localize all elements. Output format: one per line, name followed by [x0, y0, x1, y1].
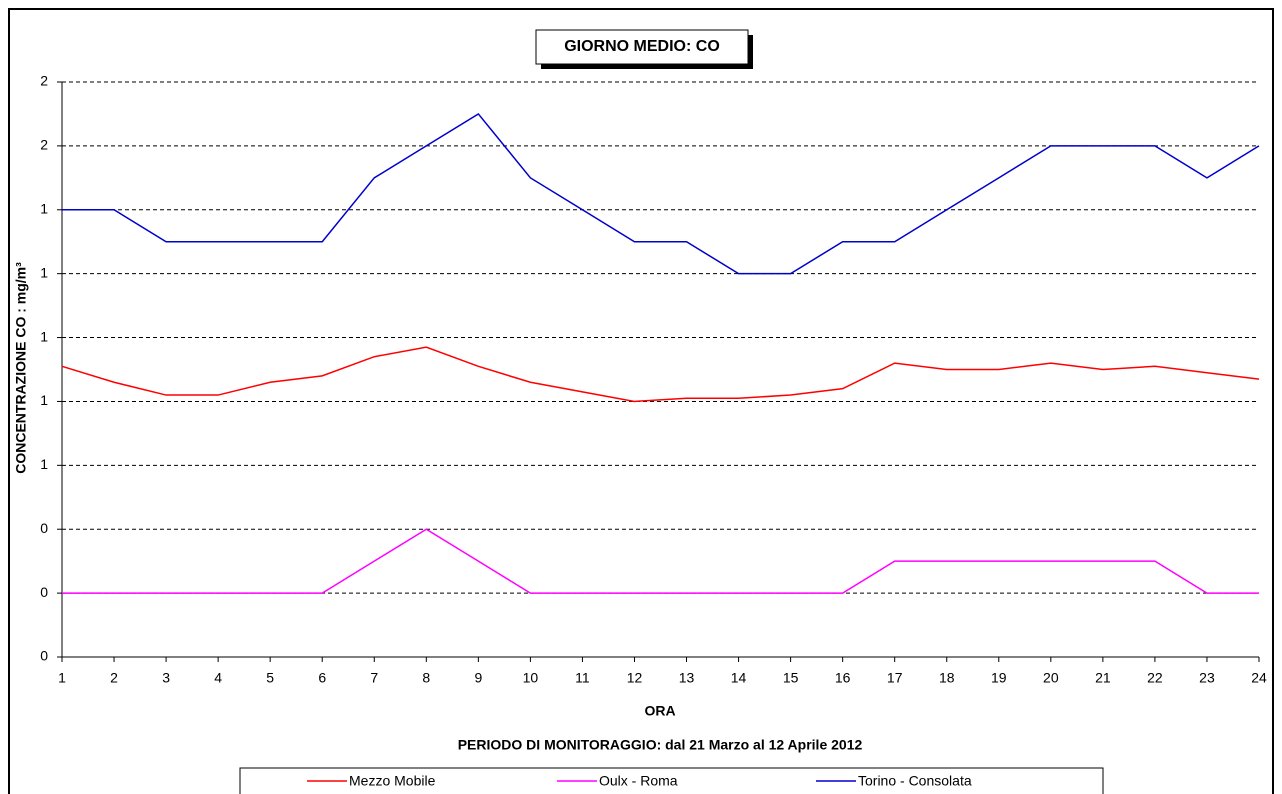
x-tick-label: 18	[939, 670, 955, 686]
x-tick-label: 7	[370, 670, 378, 686]
y-tick-label: 0	[40, 584, 48, 600]
y-tick-label: 1	[40, 200, 48, 216]
x-tick-label: 19	[991, 670, 1007, 686]
title-box	[535, 29, 749, 65]
y-tick-label: 0	[40, 520, 48, 536]
x-tick-label: 16	[835, 670, 851, 686]
x-tick-label: 14	[731, 670, 747, 686]
y-tick-label: 2	[40, 73, 48, 89]
x-tick-label: 21	[1095, 670, 1111, 686]
x-tick-label: 13	[679, 670, 695, 686]
x-tick-label: 4	[214, 670, 222, 686]
x-tick-label: 6	[318, 670, 326, 686]
y-axis-label: CONCENTRAZIONE CO : mg/m³	[13, 262, 29, 474]
y-tick-label: 1	[40, 328, 48, 344]
y-tick-label: 1	[40, 456, 48, 472]
x-tick-label: 23	[1199, 670, 1215, 686]
x-tick-label: 2	[110, 670, 118, 686]
x-tick-label: 20	[1043, 670, 1059, 686]
series-line	[61, 346, 1260, 403]
legend-box	[239, 767, 1104, 794]
x-tick-label: 1	[58, 670, 66, 686]
x-tick-label: 15	[783, 670, 799, 686]
series-line	[62, 528, 1259, 594]
legend-label: Torino - Consolata	[858, 773, 972, 789]
x-tick-label: 9	[474, 670, 482, 686]
y-tick-label: 1	[40, 392, 48, 408]
subtitle: PERIODO DI MONITORAGGIO: dal 21 Marzo al…	[458, 737, 863, 753]
x-tick-label: 10	[523, 670, 539, 686]
x-tick-label: 22	[1147, 670, 1163, 686]
y-tick-label: 2	[40, 137, 48, 153]
x-tick-label: 3	[162, 670, 170, 686]
x-tick-label: 24	[1251, 670, 1267, 686]
series-line	[62, 112, 1260, 275]
x-tick-label: 12	[627, 670, 643, 686]
x-tick-label: 5	[266, 670, 274, 686]
x-tick-label: 17	[887, 670, 903, 686]
x-axis-label: ORA	[644, 703, 675, 719]
legend-label: Oulx - Roma	[599, 773, 678, 789]
chart-title: GIORNO MEDIO: CO	[564, 38, 720, 55]
y-tick-label: 0	[40, 648, 48, 664]
y-tick-label: 1	[40, 264, 48, 280]
x-tick-label: 11	[575, 670, 590, 686]
legend-label: Mezzo Mobile	[349, 773, 436, 789]
x-tick-label: 8	[422, 670, 430, 686]
